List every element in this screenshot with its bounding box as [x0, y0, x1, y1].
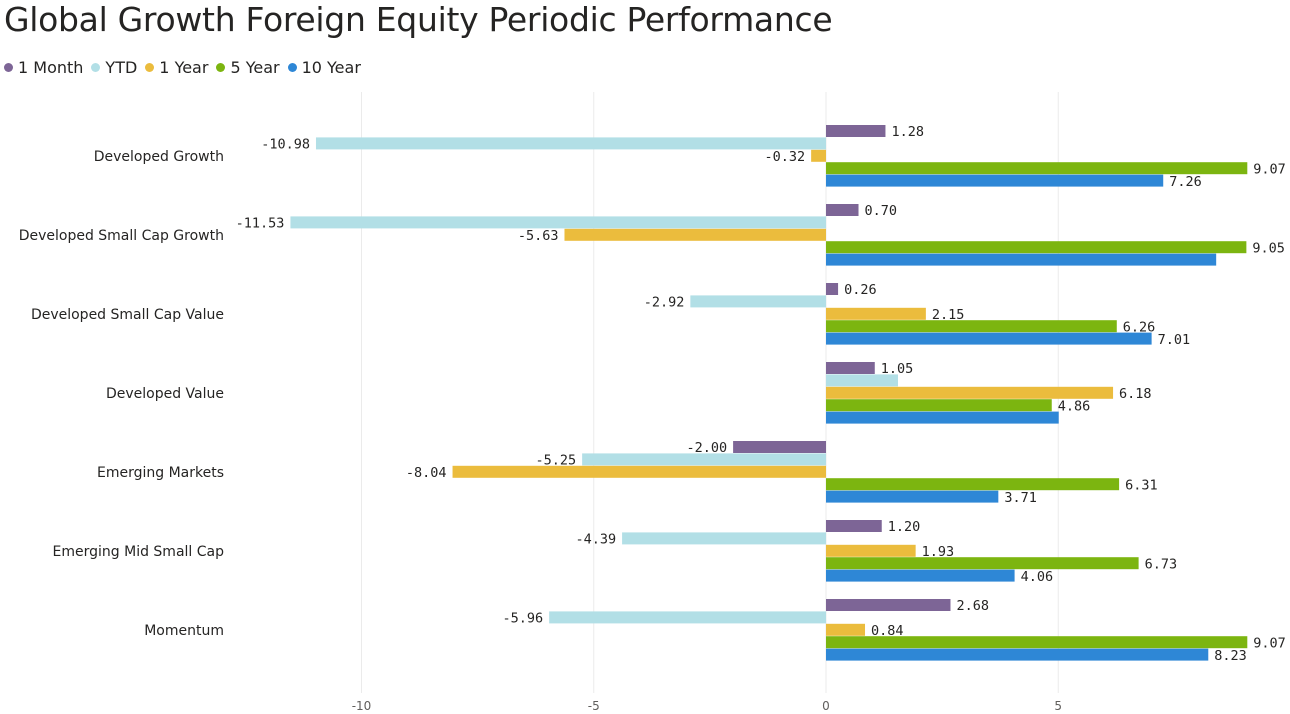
data-label: 2.68: [956, 598, 989, 614]
category-label: Developed Growth: [94, 149, 224, 165]
legend-label: YTD: [105, 58, 138, 77]
data-label: 9.07: [1253, 635, 1286, 651]
bar[interactable]: [622, 532, 826, 545]
bar[interactable]: [826, 386, 1114, 399]
legend-marker: [91, 63, 101, 72]
category-label: Emerging Mid Small Cap: [53, 544, 225, 560]
bar[interactable]: [315, 137, 826, 150]
data-label: 0.84: [871, 623, 904, 639]
data-label: 9.05: [1252, 240, 1285, 256]
bar[interactable]: [582, 453, 826, 466]
bar[interactable]: [826, 283, 839, 295]
data-label: 6.31: [1125, 477, 1158, 493]
data-label: -8.04: [406, 465, 447, 481]
chart-title: Global Growth Foreign Equity Periodic Pe…: [4, 0, 833, 39]
bar[interactable]: [826, 569, 1015, 582]
legend-label: 5 Year: [230, 58, 280, 77]
bar[interactable]: [826, 490, 999, 503]
bar[interactable]: [826, 125, 886, 137]
bar[interactable]: [826, 253, 1217, 266]
bar[interactable]: [826, 623, 866, 636]
legend-item[interactable]: YTD: [91, 58, 137, 77]
data-label: -4.39: [575, 532, 616, 548]
category-label: Emerging Markets: [97, 465, 224, 481]
legend-label: 1 Month: [18, 58, 84, 77]
legend-item[interactable]: 10 Year: [287, 58, 361, 77]
data-label: -11.53: [236, 216, 285, 232]
bar[interactable]: [826, 399, 1052, 412]
data-label: -5.63: [518, 228, 559, 244]
data-label: 1.93: [922, 544, 955, 560]
data-label: -5.25: [535, 453, 576, 469]
data-label: 0.70: [865, 203, 898, 219]
bar[interactable]: [826, 204, 859, 216]
data-label: 3.71: [1004, 490, 1037, 506]
bar[interactable]: [826, 599, 951, 611]
legend-item[interactable]: 1 Month: [4, 58, 83, 77]
bar[interactable]: [826, 332, 1152, 345]
legend-label: 10 Year: [301, 58, 361, 77]
data-label: 2.15: [932, 307, 965, 323]
bar[interactable]: [733, 441, 826, 453]
bar[interactable]: [826, 307, 926, 320]
data-label: 0.26: [844, 282, 877, 298]
category-label: Developed Value: [106, 386, 224, 402]
legend-marker: [216, 63, 226, 72]
bar[interactable]: [826, 162, 1248, 175]
bar[interactable]: [290, 216, 826, 229]
x-tick-label: 5: [1054, 699, 1062, 713]
data-label: -2.92: [644, 295, 685, 311]
bar[interactable]: [826, 478, 1120, 491]
data-label: 7.01: [1158, 332, 1191, 348]
data-label: -2.00: [686, 440, 727, 456]
bar[interactable]: [452, 465, 826, 478]
data-label: 6.26: [1123, 319, 1156, 335]
bar[interactable]: [549, 611, 826, 624]
data-label: 1.20: [888, 519, 921, 535]
data-label: 6.73: [1145, 556, 1178, 572]
bar[interactable]: [826, 374, 898, 387]
data-label: 6.18: [1119, 386, 1152, 402]
bar[interactable]: [826, 520, 882, 532]
x-tick-label: 0: [822, 699, 830, 713]
data-label: 8.23: [1214, 648, 1247, 664]
bar[interactable]: [826, 362, 875, 374]
category-label: Momentum: [144, 623, 224, 639]
x-tick-label: -5: [588, 699, 600, 713]
data-label: 1.28: [891, 124, 924, 140]
data-label: 1.05: [881, 361, 914, 377]
data-label: -0.32: [764, 149, 805, 165]
bar[interactable]: [690, 295, 826, 308]
legend-label: 1 Year: [159, 58, 209, 77]
x-tick-label: -10: [352, 699, 372, 713]
bar[interactable]: [826, 636, 1248, 649]
legend-marker: [4, 63, 13, 72]
data-label: -10.98: [261, 137, 310, 153]
category-label: Developed Small Cap Growth: [19, 228, 224, 244]
bar[interactable]: [826, 648, 1209, 661]
data-label: 9.07: [1253, 161, 1286, 177]
bar[interactable]: [826, 544, 916, 557]
data-label: -5.96: [503, 611, 544, 627]
bar[interactable]: [564, 228, 826, 241]
bar[interactable]: [826, 411, 1059, 424]
bar[interactable]: [811, 149, 826, 162]
legend-item[interactable]: 1 Year: [145, 58, 208, 77]
legend-marker: [287, 63, 297, 72]
bar[interactable]: [826, 320, 1117, 333]
data-label: 4.06: [1021, 569, 1054, 585]
bar[interactable]: [826, 241, 1247, 254]
data-label: 7.26: [1169, 174, 1202, 190]
bar[interactable]: [826, 174, 1164, 187]
data-label: 4.86: [1058, 398, 1091, 414]
legend: 1 Month YTD 1 Year 5 Year 10 Year: [4, 58, 369, 77]
category-label: Developed Small Cap Value: [31, 307, 224, 323]
legend-marker: [145, 63, 155, 72]
bar[interactable]: [826, 557, 1139, 570]
legend-item[interactable]: 5 Year: [216, 58, 280, 77]
